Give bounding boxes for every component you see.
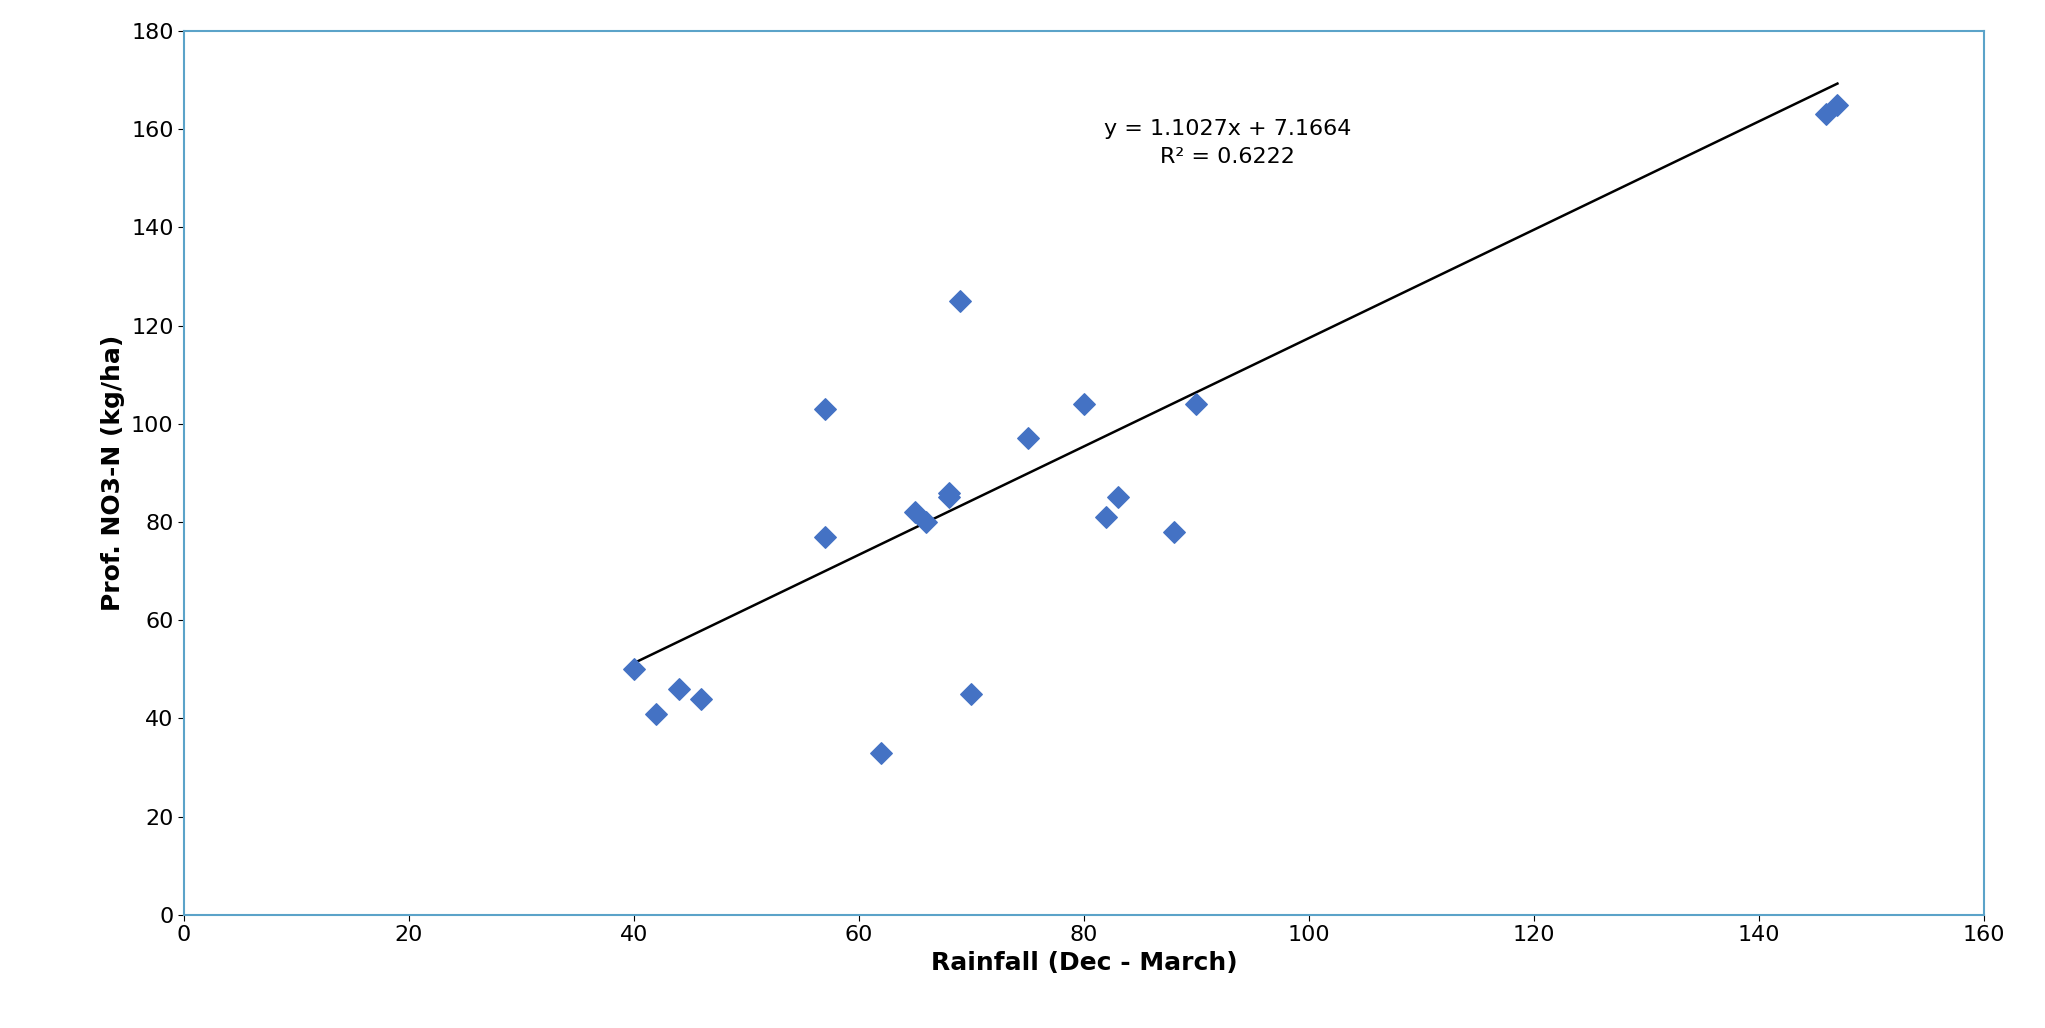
Point <box>1180 396 1213 412</box>
Point <box>933 484 965 501</box>
X-axis label: Rainfall (Dec - March): Rainfall (Dec - March) <box>930 951 1237 975</box>
Point <box>808 401 843 417</box>
Point <box>865 744 898 761</box>
Point <box>808 528 843 545</box>
Point <box>1157 523 1190 540</box>
Point <box>910 514 943 530</box>
Point <box>618 661 650 677</box>
Point <box>1820 97 1853 113</box>
Y-axis label: Prof. NO3-N (kg/ha): Prof. NO3-N (kg/ha) <box>102 335 125 611</box>
Point <box>1810 106 1843 122</box>
Text: y = 1.1027x + 7.1664
R² = 0.6222: y = 1.1027x + 7.1664 R² = 0.6222 <box>1104 119 1352 168</box>
Point <box>898 504 930 520</box>
Point <box>1010 431 1043 447</box>
Point <box>640 705 673 722</box>
Point <box>1090 509 1123 525</box>
Point <box>1067 396 1100 412</box>
Point <box>663 681 695 697</box>
Point <box>943 293 975 309</box>
Point <box>955 686 988 702</box>
Point <box>685 691 718 707</box>
Point <box>1100 489 1133 506</box>
Point <box>933 489 965 506</box>
